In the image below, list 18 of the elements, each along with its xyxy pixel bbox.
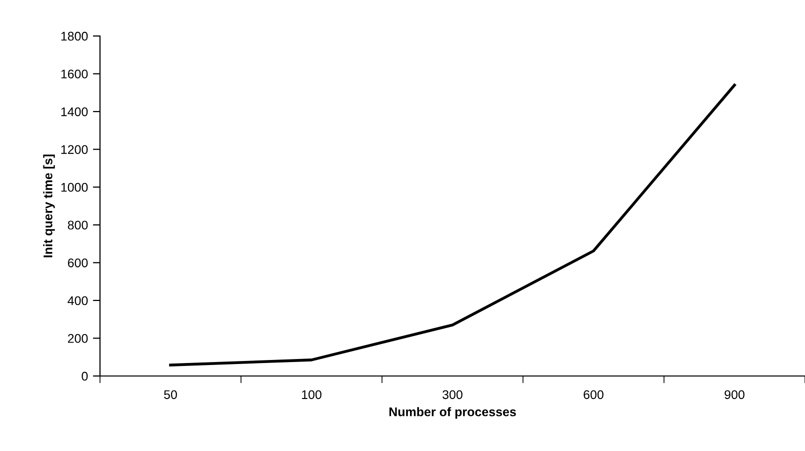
y-tick-label: 600 — [68, 258, 88, 268]
y-tick-label: 400 — [68, 296, 88, 306]
y-tick-label: 1600 — [61, 70, 88, 78]
y-tick-label: 800 — [68, 220, 88, 230]
x-tick-label: 900 — [724, 390, 744, 400]
y-tick-label: 1000 — [61, 182, 88, 192]
y-tick-label: 200 — [68, 334, 88, 343]
y-tick-label: 1800 — [61, 32, 88, 41]
y-tick-label: 1200 — [61, 145, 88, 154]
x-tick-label: 100 — [302, 390, 322, 400]
x-tick-label: 600 — [584, 390, 604, 400]
y-axis-title: Init query time [s] — [43, 154, 55, 258]
x-tick-label: 300 — [442, 390, 462, 400]
y-tick-label: 1400 — [61, 107, 88, 116]
line-series — [169, 84, 736, 366]
x-tick-label: 50 — [164, 390, 177, 400]
y-tick-label: 0 — [82, 372, 88, 381]
x-axis-title: Number of processes — [389, 407, 516, 419]
